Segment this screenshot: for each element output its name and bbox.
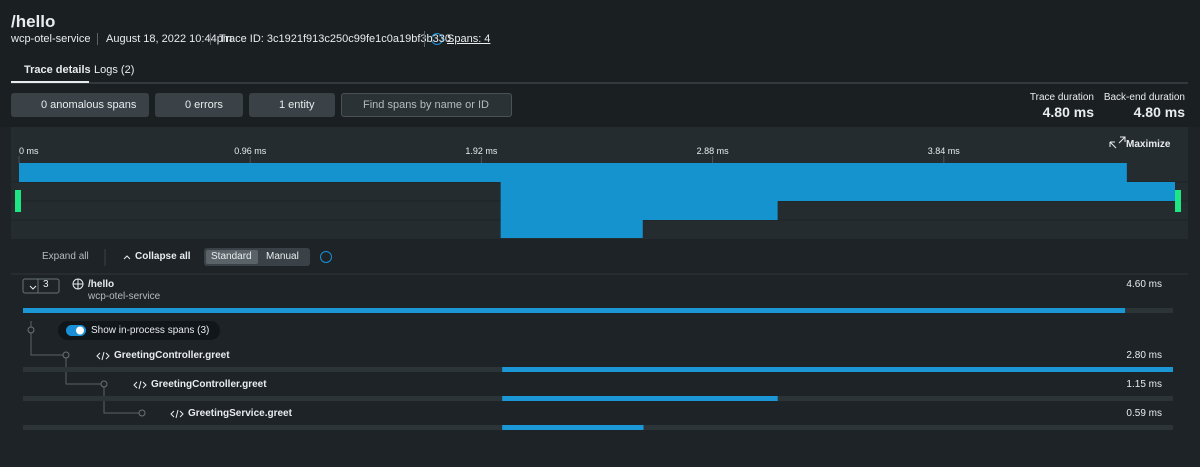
span-bar [502, 425, 644, 430]
search-box[interactable]: Find spans by name or ID [341, 93, 512, 117]
span-name: /hello [88, 279, 115, 290]
span-name: GreetingService.greet [188, 408, 292, 419]
child-count: 3 [43, 279, 49, 290]
code-icon [96, 351, 110, 361]
filter-button[interactable]: 0 anomalous spans [11, 93, 149, 117]
expand-all[interactable]: Expand all [42, 251, 89, 262]
minimap-span [500, 201, 778, 220]
tick-label: 1.92 ms [465, 146, 498, 156]
stat-value: 4.80 ms [1133, 104, 1185, 120]
mode-option[interactable]: Manual [266, 251, 299, 262]
span-name: GreetingController.greet [114, 350, 230, 361]
trace-id: Trace ID: 3c1921f913c250c99fe1c0a19bf3b3… [210, 33, 451, 45]
filter-button[interactable]: 1 entity [249, 93, 335, 117]
filter-label: 0 errors [185, 99, 223, 111]
stat-label: Back-end duration [1103, 92, 1185, 103]
span-bar [23, 308, 1126, 313]
span-service: wcp-otel-service [88, 291, 161, 302]
minimap-span [500, 220, 643, 238]
span-duration: 0.59 ms [1126, 408, 1162, 419]
collapse-all[interactable]: Collapse all [135, 251, 191, 262]
tick-label: 0 ms [19, 146, 39, 156]
service: wcp-otel-service [11, 33, 91, 45]
span-bar [502, 367, 1174, 372]
code-icon [170, 409, 184, 419]
code-icon [133, 380, 147, 390]
in-process-toggle[interactable]: Show in-process spans (3) [91, 325, 210, 336]
filter-button[interactable]: 0 errors [155, 93, 243, 117]
maximize[interactable]: Maximize [1126, 139, 1171, 150]
tick-label: 3.84 ms [928, 146, 961, 156]
stat-label: Trace duration [1029, 92, 1094, 103]
filter-label: 1 entity [279, 99, 315, 111]
span-duration: 1.15 ms [1126, 379, 1162, 390]
divider [424, 31, 425, 47]
tick-label: 2.88 ms [697, 146, 730, 156]
tab[interactable]: Trace details [24, 64, 91, 76]
title: /hello [11, 12, 56, 31]
tab[interactable]: Logs (2) [94, 64, 135, 76]
filter-label: 0 anomalous spans [41, 99, 137, 111]
span-bar [502, 396, 778, 401]
tick-label: 0.96 ms [234, 146, 267, 156]
spans-link[interactable]: Spans: 4 [447, 33, 491, 45]
search-placeholder: Find spans by name or ID [363, 99, 489, 111]
span-duration: 4.60 ms [1126, 279, 1162, 290]
stat-value: 4.80 ms [1042, 104, 1094, 120]
date: August 18, 2022 10:44pm [97, 33, 232, 45]
minimap-span [19, 163, 1127, 182]
span-name: GreetingController.greet [151, 379, 267, 390]
mode-option[interactable]: Standard [211, 251, 252, 262]
span-duration: 2.80 ms [1126, 350, 1162, 361]
minimap-span [500, 182, 1176, 201]
